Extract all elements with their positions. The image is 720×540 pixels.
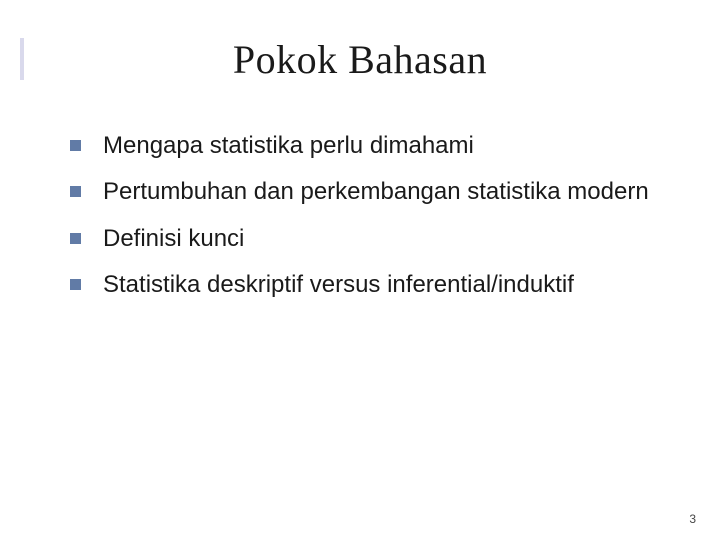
square-bullet-icon [70, 140, 81, 151]
list-item: Definisi kunci [70, 223, 680, 255]
slide-title: Pokok Bahasan [0, 36, 720, 83]
bullet-list: Mengapa statistika perlu dimahami Pertum… [70, 130, 680, 316]
bullet-text: Pertumbuhan dan perkembangan statistika … [103, 176, 649, 208]
list-item: Mengapa statistika perlu dimahami [70, 130, 680, 162]
square-bullet-icon [70, 279, 81, 290]
page-number: 3 [689, 512, 696, 526]
bullet-text: Definisi kunci [103, 223, 244, 255]
bullet-text: Mengapa statistika perlu dimahami [103, 130, 474, 162]
square-bullet-icon [70, 186, 81, 197]
bullet-text: Statistika deskriptif versus inferential… [103, 269, 574, 301]
list-item: Pertumbuhan dan perkembangan statistika … [70, 176, 680, 208]
list-item: Statistika deskriptif versus inferential… [70, 269, 680, 301]
square-bullet-icon [70, 233, 81, 244]
